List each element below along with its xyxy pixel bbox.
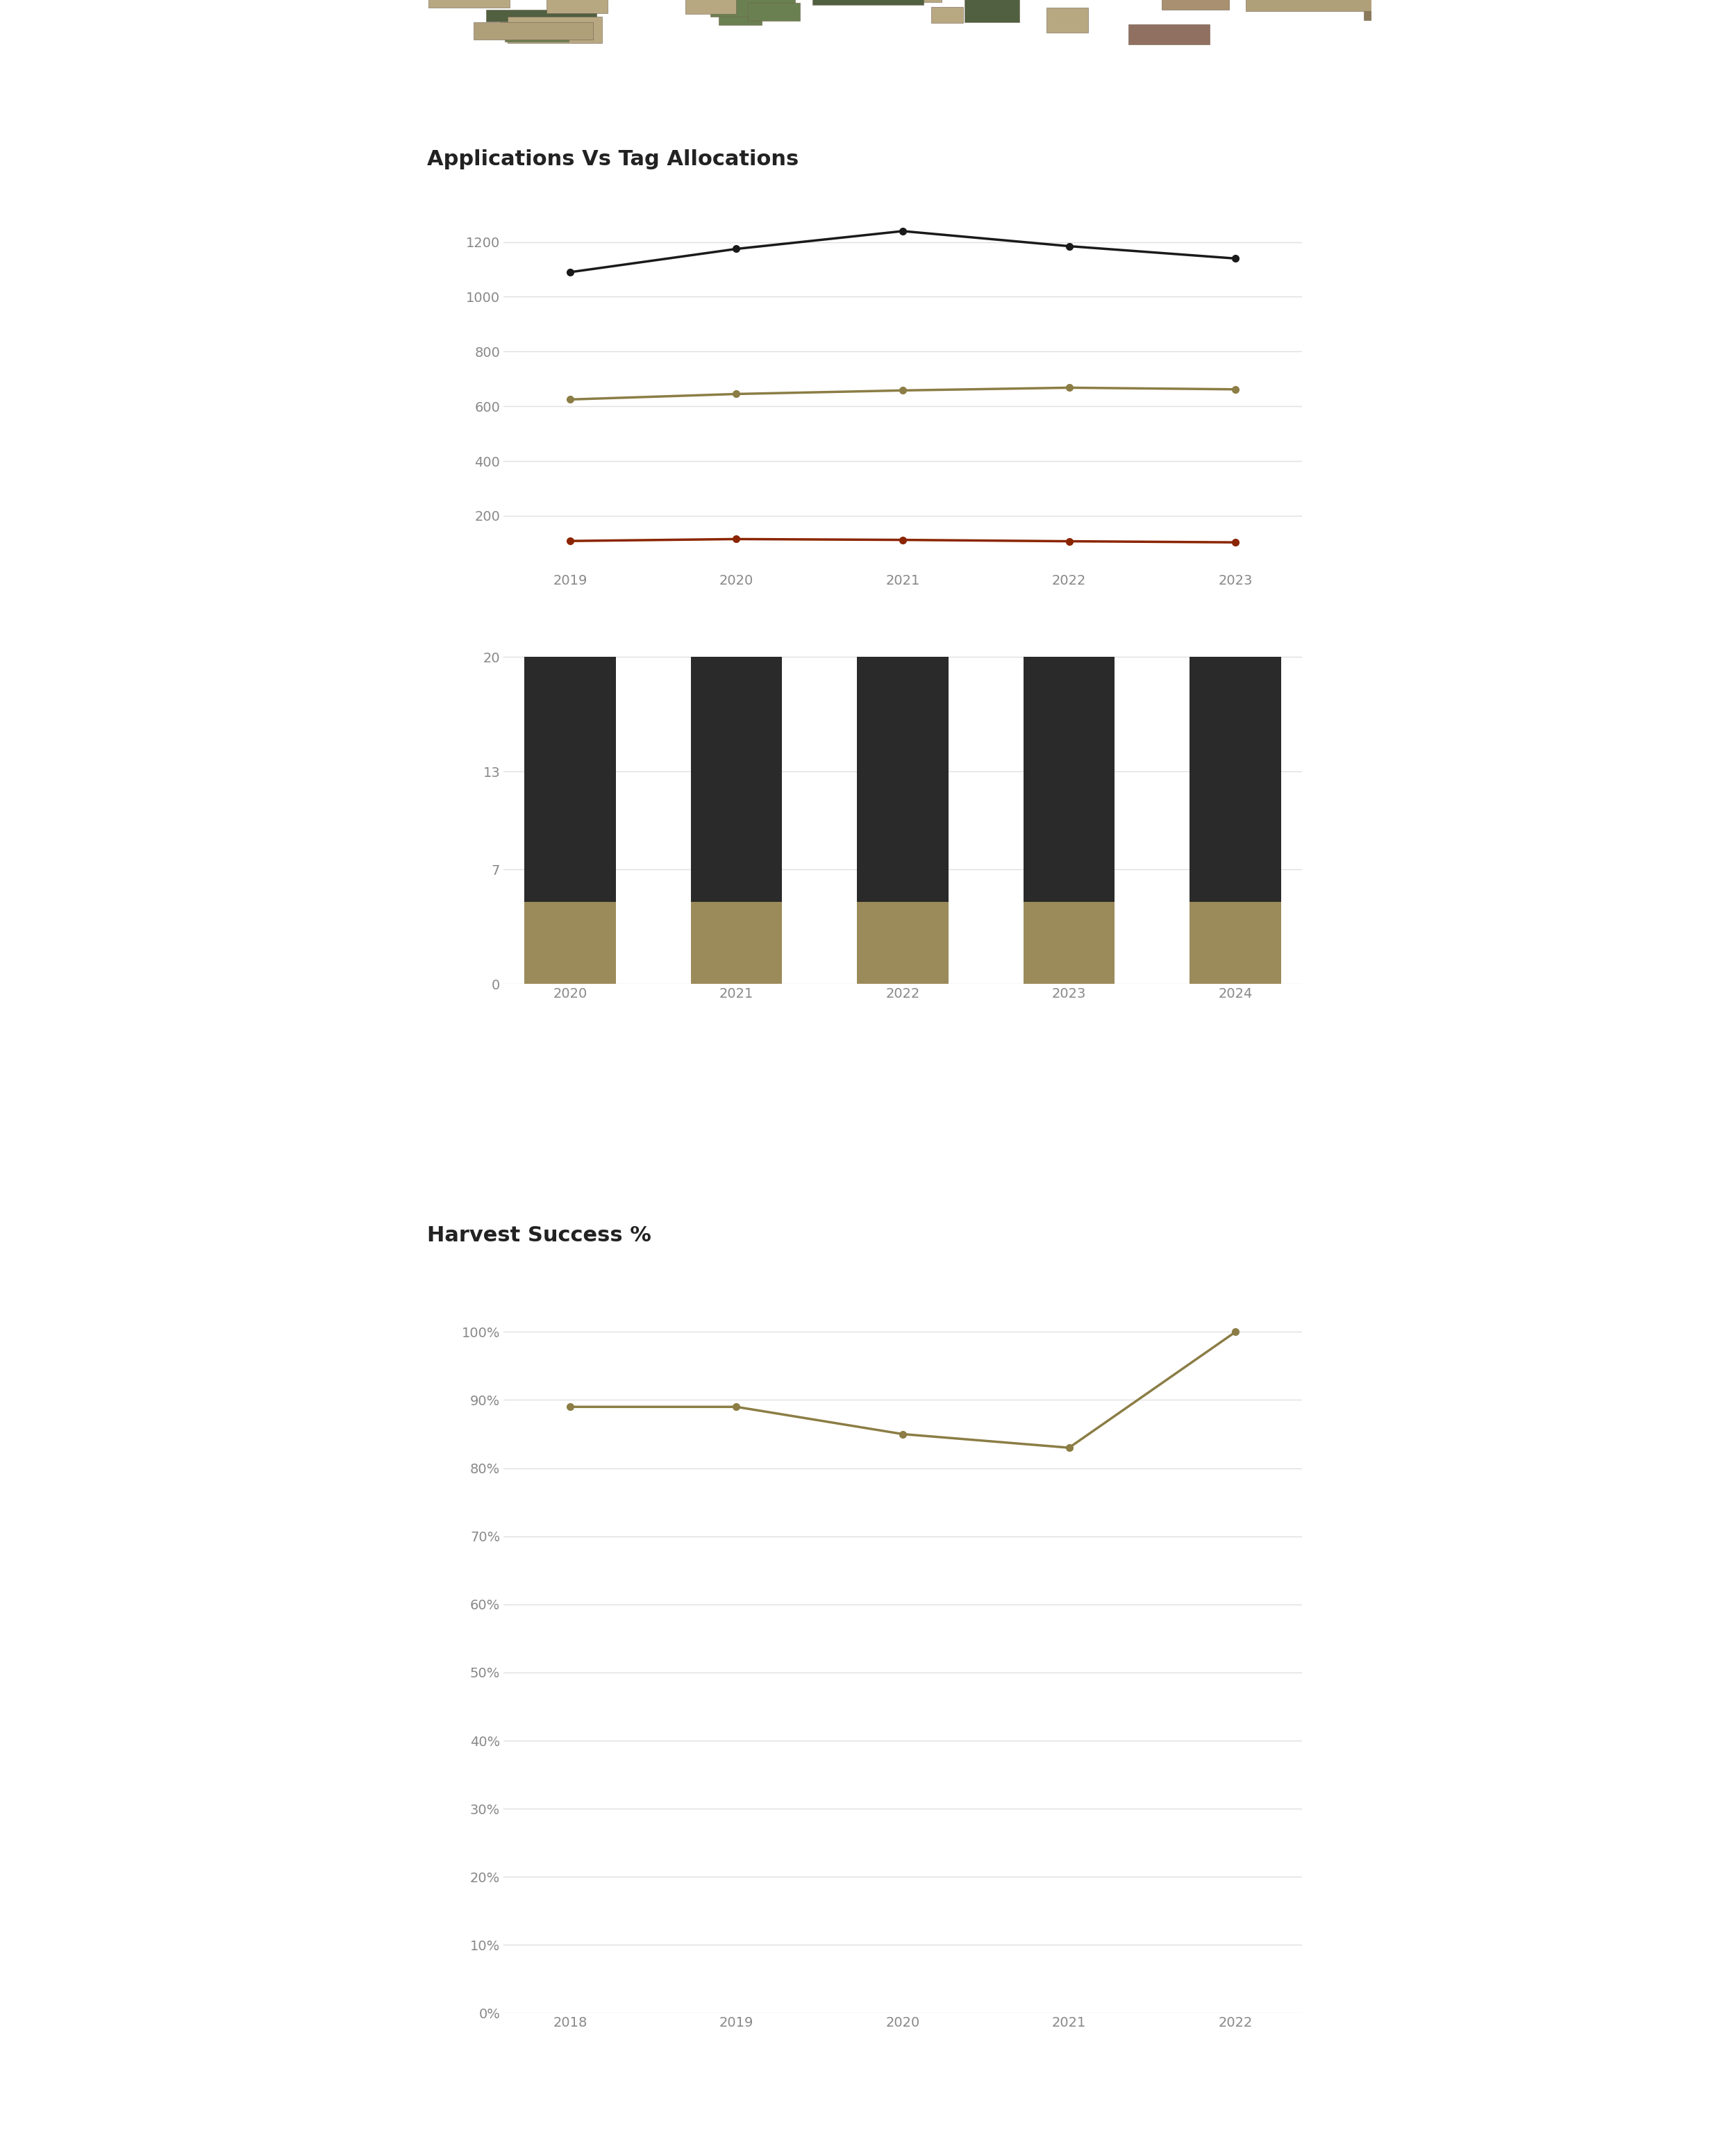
- Text: Unit Profile: Unit Profile: [580, 86, 715, 108]
- Bar: [547, 0, 608, 13]
- Bar: [858, 657, 948, 984]
- Bar: [1047, 9, 1088, 32]
- Text: ←: ←: [427, 86, 446, 108]
- Bar: [429, 0, 510, 9]
- Bar: [691, 657, 783, 984]
- Bar: [1128, 24, 1210, 45]
- Bar: [691, 902, 783, 984]
- Bar: [719, 4, 762, 26]
- Bar: [686, 0, 736, 15]
- Bar: [1023, 657, 1115, 984]
- Text: Applications Vs Tag Allocations: Applications Vs Tag Allocations: [427, 149, 799, 170]
- Bar: [812, 0, 924, 4]
- Bar: [1189, 657, 1281, 984]
- Bar: [748, 2, 800, 22]
- Bar: [1161, 0, 1229, 11]
- Text: Harvest Success %: Harvest Success %: [427, 1225, 651, 1247]
- Bar: [1023, 902, 1115, 984]
- Bar: [1246, 0, 1385, 11]
- Bar: [1189, 902, 1281, 984]
- Bar: [500, 19, 597, 37]
- Bar: [710, 0, 795, 17]
- Bar: [474, 22, 594, 39]
- Text: ✕: ✕: [1312, 86, 1330, 108]
- Bar: [524, 902, 616, 984]
- Bar: [858, 902, 948, 984]
- Bar: [505, 26, 568, 41]
- Bar: [932, 6, 963, 24]
- Bar: [524, 657, 616, 984]
- Bar: [1293, 0, 1403, 6]
- Bar: [486, 11, 597, 22]
- Bar: [1364, 0, 1396, 19]
- Bar: [507, 17, 602, 43]
- Bar: [965, 0, 1019, 22]
